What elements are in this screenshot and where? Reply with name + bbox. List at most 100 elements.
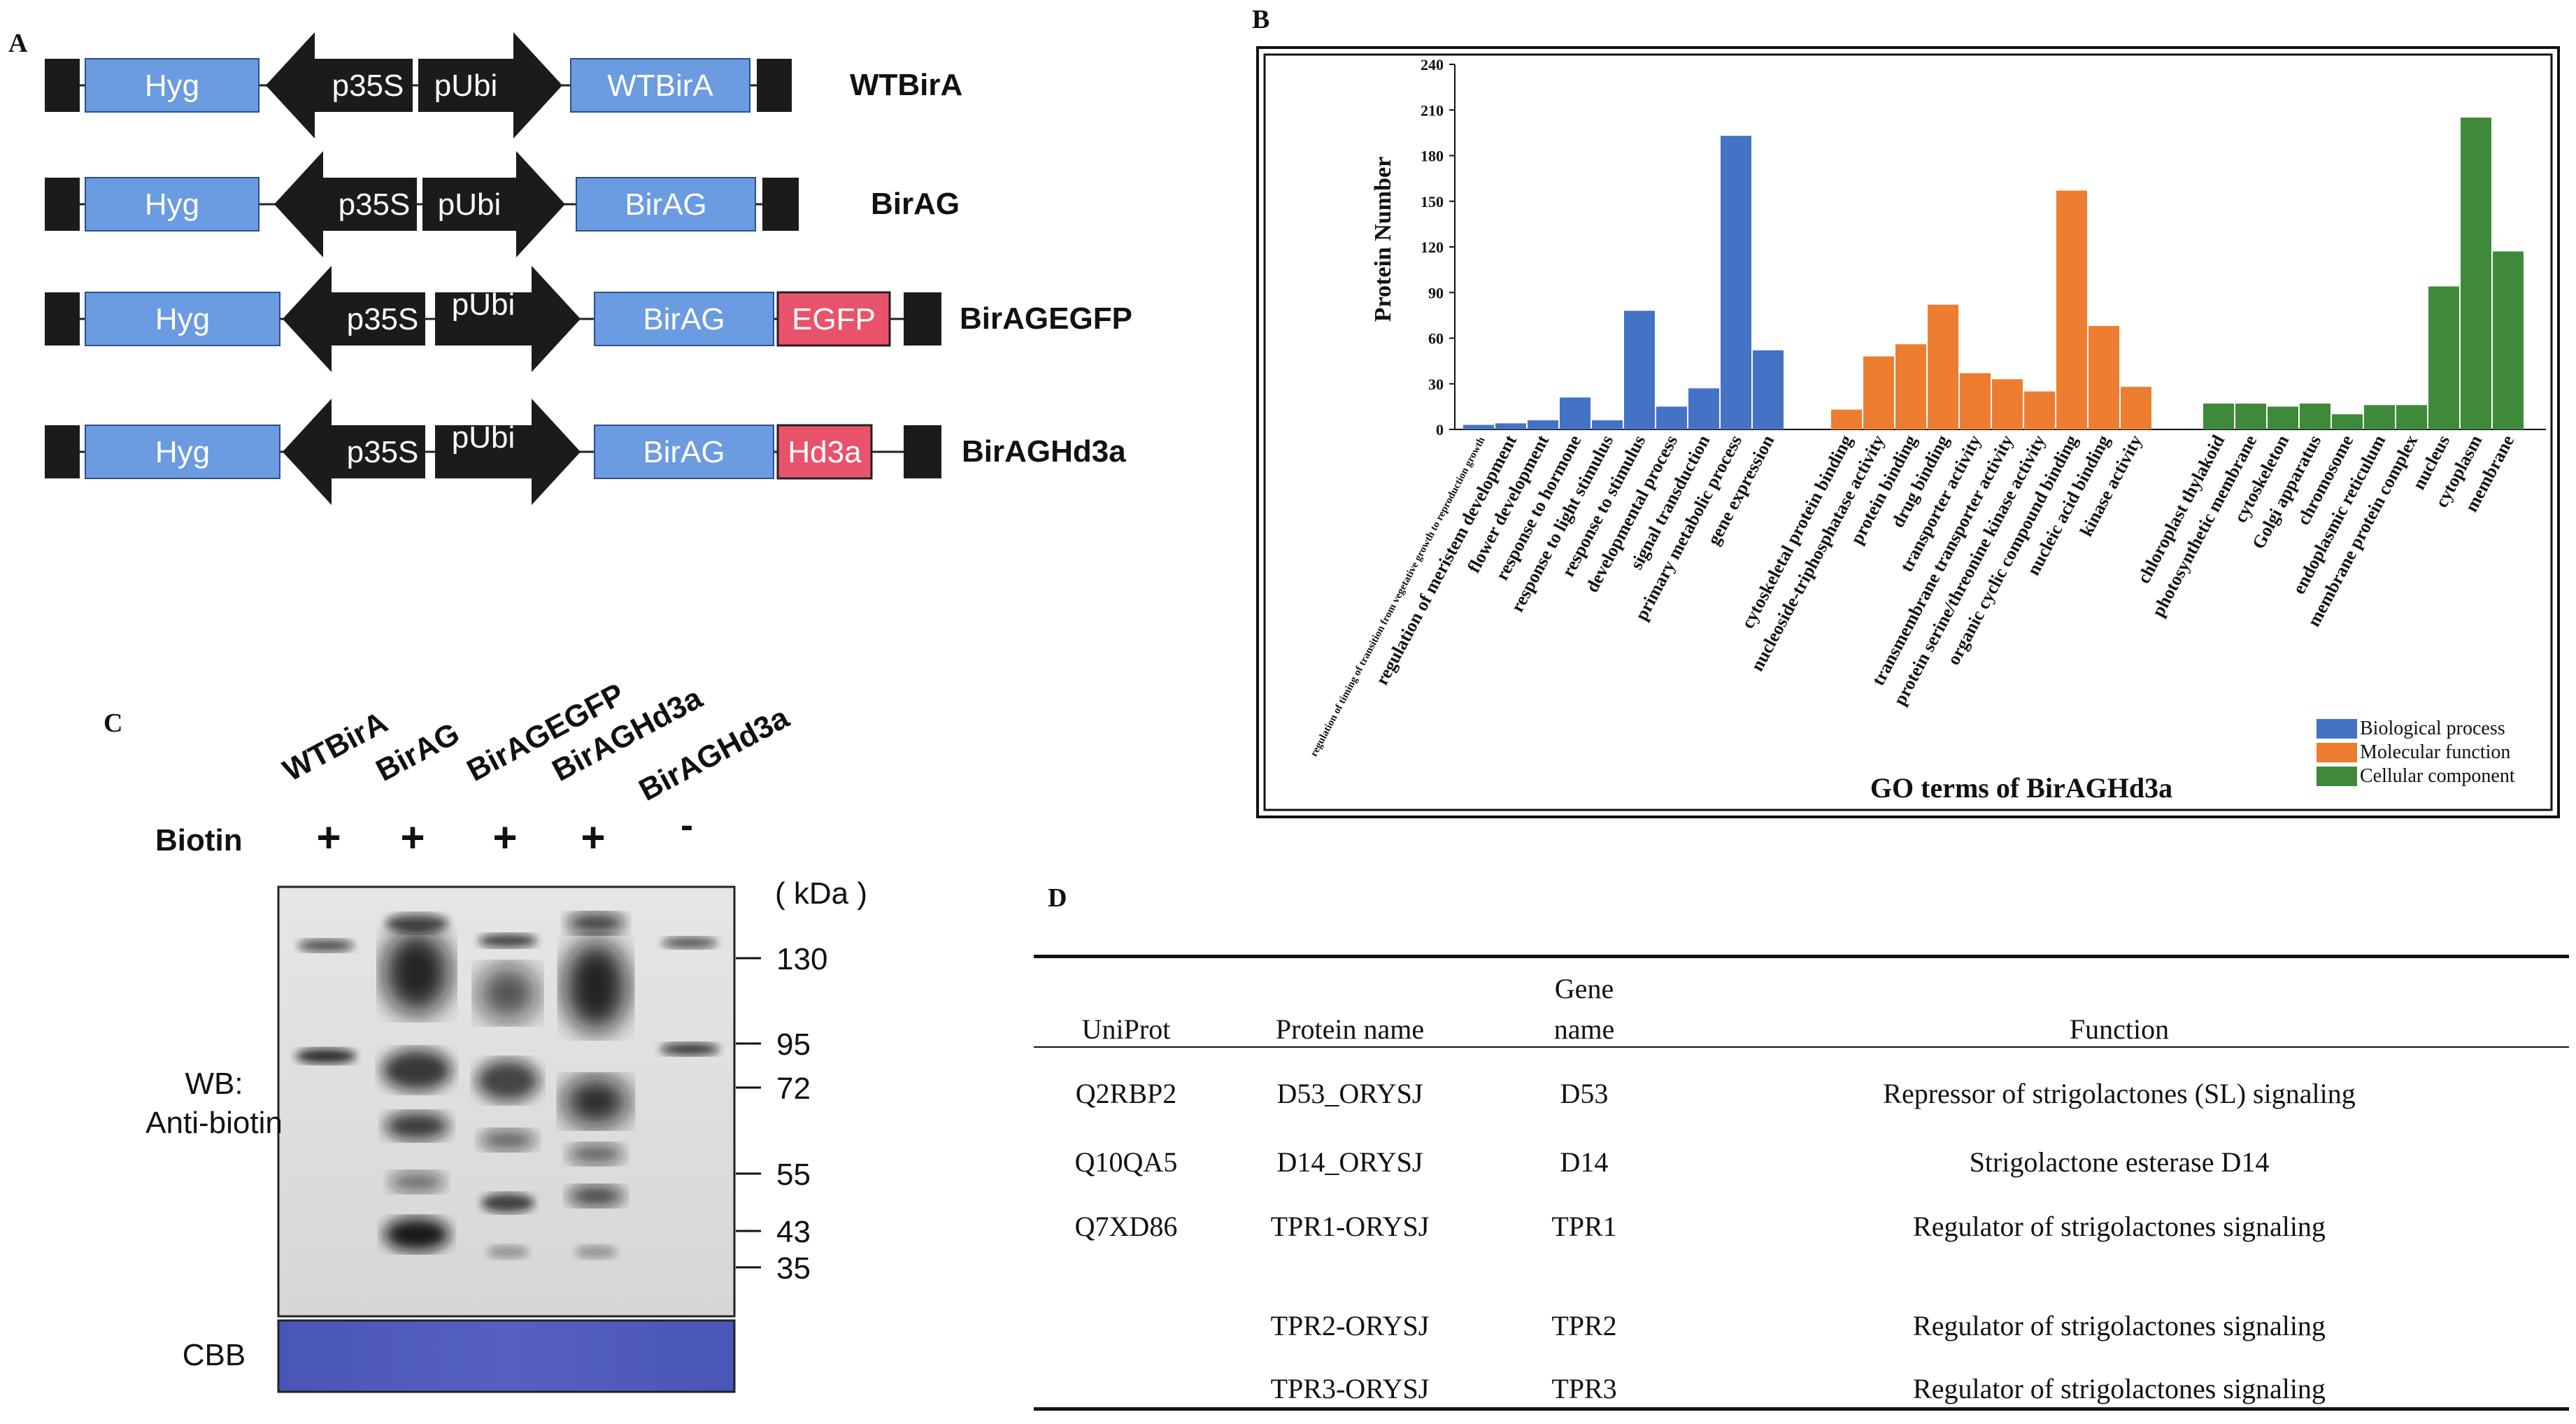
gene-label: BirAG [643, 435, 725, 469]
construct-name: BirAG [871, 187, 960, 221]
x-tick-label: transporter activity [1896, 432, 1985, 575]
cell-function: Repressor of strigolactones (SL) signali… [1883, 1078, 2356, 1109]
hyg-box [85, 425, 280, 479]
wb-label-line1: WB: [185, 1067, 243, 1101]
x-tick-label: photosynthetic membrane [2148, 432, 2261, 620]
blot-band [385, 913, 448, 933]
blot-band [383, 930, 450, 1014]
hyg-label: Hyg [155, 435, 210, 469]
bar-chromosome [2332, 414, 2363, 429]
x-tick-label: signal transduction [1626, 432, 1714, 573]
blot-bands [296, 913, 719, 1259]
blot-band [382, 1049, 452, 1091]
x-tick-label: regulation of timing of transition from … [1309, 435, 1488, 759]
x-tick-label: Golgi apparatus [2248, 432, 2325, 552]
bar-protein-binding [1895, 344, 1926, 429]
blot-band [478, 965, 538, 1021]
y-tick-label: 210 [1421, 101, 1444, 119]
lane-label: WTBirA [278, 705, 393, 788]
tag-label: EGFP [792, 302, 876, 336]
blot-band [563, 1077, 629, 1126]
p35s-promoter-arrow [274, 151, 417, 257]
gene-box [594, 425, 774, 479]
cell-gene: TPR2 [1551, 1310, 1617, 1341]
x-tick-label: chloroplast thylakoid [2133, 432, 2229, 587]
lane-label: BirAG [371, 716, 465, 788]
bar-cytoskeletal-protein-binding [1831, 409, 1862, 429]
panel-label-d: D [1048, 883, 1067, 913]
x-tick-label: response to hormone [1491, 432, 1585, 583]
blot-band [567, 913, 625, 934]
x-tick-label: nucleoside-triphosphatase activity [1746, 432, 1888, 674]
lane-label: BirAGEGFP [462, 677, 630, 788]
biotin-sign: + [581, 814, 605, 861]
blot-band [568, 1144, 624, 1165]
bar-response-to-stimulus [1624, 311, 1655, 429]
panel-label-b: B [1252, 5, 1270, 34]
x-tick-label: developmental process [1581, 432, 1681, 595]
bar-organic-cyclic-compound-binding [2056, 190, 2087, 429]
cell-protein: D53_ORYSJ [1276, 1078, 1423, 1109]
blot-band [487, 1245, 529, 1259]
chart-inner-frame [1263, 53, 2553, 811]
bar-membrane-protein-complex [2396, 405, 2427, 429]
pubi-label: pUbi [452, 287, 515, 322]
x-tick-label: kinase activity [2076, 432, 2147, 540]
bar-gene-expression [1753, 350, 1784, 429]
gene-box [570, 58, 750, 113]
marker-label: 72 [776, 1071, 811, 1106]
hyg-box [85, 292, 280, 346]
bar-nucleoside-triphosphatase-activity [1863, 356, 1894, 429]
tag-box [776, 291, 891, 347]
bar-signal-transduction [1688, 388, 1719, 429]
cell-gene: D53 [1560, 1078, 1609, 1109]
blot-band [296, 1048, 356, 1064]
cell-protein: D14_ORYSJ [1276, 1146, 1423, 1178]
bar-primary-metabolic-process [1721, 136, 1751, 429]
bar-flower-development [1528, 420, 1558, 429]
x-tick-label: cytoplasm [2431, 432, 2486, 511]
y-tick-label: 180 [1421, 148, 1444, 165]
blot-band [660, 1043, 719, 1055]
bar-response-to-light-stimulus [1592, 420, 1623, 429]
x-tick-label: response to stimulus [1558, 432, 1649, 580]
bar-regulation-of-timing-of-transition-from-vegetative-growth-to-reproduction-growth [1463, 425, 1494, 429]
y-tick-label: 0 [1436, 421, 1444, 439]
x-tick-label: cytoskeletal protein binding [1737, 432, 1857, 632]
blot-membrane [277, 885, 736, 1318]
construct-name: BirAGHd3a [962, 434, 1126, 469]
cbb-label: CBB [183, 1338, 245, 1372]
x-tick-label: protein binding [1846, 432, 1921, 548]
x-tick-label: flower development [1463, 432, 1553, 576]
x-tick-label: protein serine/threonine kinase activity [1889, 432, 2049, 709]
y-tick-label: 90 [1428, 284, 1444, 301]
left-border-block [45, 178, 80, 231]
pubi-label: pUbi [452, 420, 515, 455]
hyg-label: Hyg [145, 187, 199, 222]
pubi-promoter-arrow [435, 399, 581, 505]
y-tick-label: 30 [1428, 376, 1444, 393]
left-border-block [45, 425, 80, 478]
table-bottom-rule [1034, 1407, 2569, 1411]
bar-protein-serine-threonine-kinase-activity [2024, 391, 2055, 429]
p35s-promoter-arrow [283, 266, 425, 372]
cell-protein: TPR3-ORYSJ [1270, 1373, 1430, 1404]
header-gene-line1: Gene [1554, 973, 1614, 1004]
construct-BirAGHd3a: Hyg p35S pUbi BirAG Hd3a BirAGHd3a [45, 399, 1126, 505]
cell-protein: TPR2-ORYSJ [1270, 1310, 1430, 1341]
cell-uniprot: Q7XD86 [1074, 1211, 1178, 1242]
p35s-label: p35S [347, 302, 419, 336]
table-top-rule [1034, 955, 2569, 958]
right-border-block [904, 425, 941, 478]
legend-label: Molecular function [2360, 741, 2510, 763]
pubi-label: pUbi [438, 187, 501, 222]
x-tick-label: nucleus [2408, 432, 2454, 493]
bar-membrane [2493, 251, 2524, 429]
p35s-promoter-arrow [266, 32, 413, 138]
marker-label: 130 [776, 942, 827, 976]
p35s-label: p35S [332, 69, 404, 103]
bar-developmental-process [1656, 406, 1687, 429]
cell-gene: TPR3 [1551, 1373, 1617, 1404]
